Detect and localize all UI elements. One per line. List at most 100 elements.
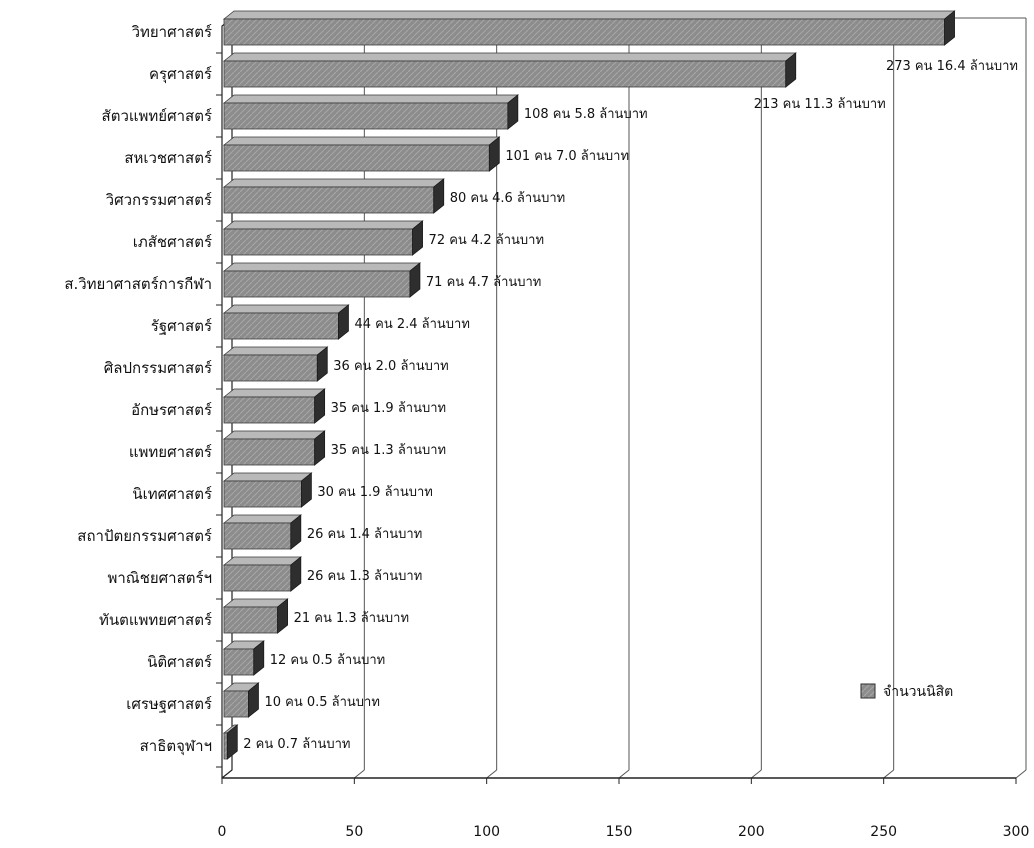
category-label: อักษรศาสตร์ (131, 401, 212, 419)
bar-front-face (223, 354, 318, 382)
bar-front-face (223, 270, 411, 298)
bar-front-face (223, 396, 316, 424)
category-label: สัตวแพทย์ศาสตร์ (102, 107, 212, 125)
x-tick-label: 150 (606, 824, 633, 840)
bar-front-face (223, 732, 228, 760)
category-label: สาธิตจุฬาฯ (140, 737, 212, 756)
bar-front-face (223, 564, 292, 592)
category-label: วิศวกรรมศาสตร์ (105, 191, 212, 209)
bar-top-face (222, 52, 797, 62)
floor-gridline (751, 769, 762, 779)
data-label: 273 คน 16.4 ล้านบาท (886, 59, 1018, 74)
bar-side-face (290, 514, 302, 550)
bar-side-face (314, 388, 326, 424)
bar-front-face (223, 144, 490, 172)
bar-top-face (222, 514, 302, 524)
bar (222, 472, 313, 508)
bar (222, 52, 797, 88)
bar (222, 388, 326, 424)
bar-front-face (223, 102, 509, 130)
bar-top-face (222, 556, 302, 566)
bar-front-face (223, 522, 292, 550)
bar (222, 10, 956, 46)
x-tick-label: 200 (738, 824, 765, 840)
bar-side-face (316, 346, 328, 382)
legend-swatch (860, 683, 876, 699)
data-label: 36 คน 2.0 ล้านบาท (333, 359, 448, 374)
bar (222, 514, 302, 550)
bar-front-face (223, 312, 339, 340)
x-tick-label: 250 (870, 824, 897, 840)
bar (222, 346, 329, 382)
bar-top-face (222, 178, 445, 188)
bar-side-face (277, 598, 288, 634)
data-label: 30 คน 1.9 ล้านบาท (317, 485, 432, 500)
data-label: 35 คน 1.3 ล้านบาท (331, 443, 446, 458)
data-label: 21 คน 1.3 ล้านบาท (294, 611, 409, 626)
bar (222, 430, 326, 466)
bar-side-face (507, 94, 519, 130)
bar (222, 724, 239, 760)
bar-top-face (222, 346, 329, 356)
data-label: 80 คน 4.6 ล้านบาท (450, 191, 565, 206)
bar-side-face (409, 262, 421, 298)
bar-top-face (222, 430, 326, 440)
bar-side-face (301, 472, 312, 508)
bar-side-face (338, 304, 349, 340)
floor-gridline (883, 769, 894, 779)
bar-side-face (488, 136, 500, 172)
bar-top-face (222, 94, 519, 104)
bar-side-face (253, 640, 265, 676)
bar-front-face (223, 480, 302, 508)
bar-side-face (226, 724, 238, 760)
bar-top-face (222, 388, 326, 398)
bar-side-face (248, 682, 259, 718)
data-label: 71 คน 4.7 ล้านบาท (426, 275, 541, 290)
floor-gridline (618, 769, 630, 779)
bar (222, 178, 445, 214)
category-label: ศิลปกรรมศาสตร์ (104, 359, 212, 377)
bar-front-face (223, 60, 787, 88)
data-label: 72 คน 4.2 ล้านบาท (429, 233, 544, 248)
bar-top-face (222, 262, 422, 272)
category-label: ทันตแพทยศาสตร์ (99, 611, 212, 629)
bar-top-face (222, 598, 289, 608)
bar (222, 640, 265, 676)
bar (222, 136, 501, 172)
floor-gridline (486, 769, 497, 779)
x-tick-label: 0 (218, 824, 227, 840)
category-label: นิติศาสตร์ (147, 653, 212, 671)
bar-side-face (785, 52, 797, 88)
bar-top-face (222, 10, 956, 20)
category-label: สหเวชศาสตร์ (124, 149, 212, 167)
floor-gridline (1015, 769, 1027, 779)
data-label: 26 คน 1.3 ล้านบาท (307, 569, 422, 584)
category-label: แพทยศาสตร์ (129, 443, 212, 461)
data-label: 10 คน 0.5 ล้านบาท (264, 695, 379, 710)
bar-top-face (222, 220, 424, 230)
bar-side-face (290, 556, 302, 592)
bar-top-face (222, 136, 501, 146)
data-label: 35 คน 1.9 ล้านบาท (331, 401, 446, 416)
bar-top-face (222, 304, 350, 314)
category-label: เภสัชศาสตร์ (133, 233, 212, 251)
legend-label: จำนวนนิสิต (883, 684, 953, 700)
category-label: พาณิชยศาสตร์ฯ (107, 569, 212, 587)
x-tick-label: 50 (345, 824, 363, 840)
data-label: 44 คน 2.4 ล้านบาท (354, 317, 469, 332)
data-labels: 273 คน 16.4 ล้านบาท 213 คน 11.3 ล้านบาท 10… (243, 59, 1018, 752)
bar (222, 94, 519, 130)
bar (222, 682, 260, 718)
category-label: ส.วิทยาศาสตร์การกีฬา (64, 275, 212, 293)
bar-side-face (412, 220, 423, 256)
bar-front-face (223, 648, 255, 676)
bars (222, 10, 956, 760)
floor-gridline (354, 769, 365, 779)
bar-front-face (223, 228, 413, 256)
bar-front-face (223, 18, 945, 46)
legend: จำนวนนิสิต (860, 683, 953, 700)
bar-front-face (223, 690, 249, 718)
data-label: 12 คน 0.5 ล้านบาท (270, 653, 385, 668)
category-labels: วิทยาศาสตร์ครุศาสตร์สัตวแพทย์ศาสตร์สหเวช… (64, 23, 212, 756)
